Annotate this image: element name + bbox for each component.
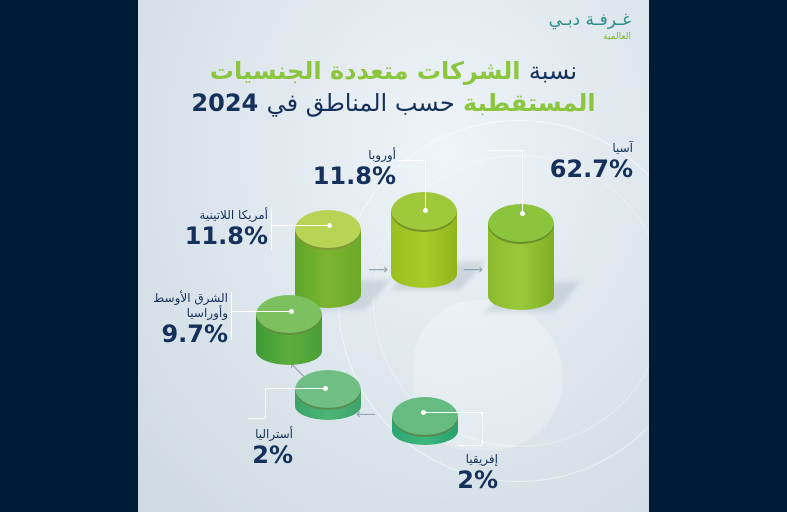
cylinder-africa [392, 397, 458, 445]
leader-dot [289, 309, 294, 314]
region-value: 9.7% [161, 320, 228, 348]
title-year: 2024 [191, 89, 259, 117]
leader-line [458, 445, 482, 446]
infographic-panel: غـرفـة دبـي العالمية نسبة الشركات متعددة… [138, 0, 649, 512]
leader-line [488, 150, 522, 151]
region-name: إفريقيا [465, 452, 498, 466]
leader-line [265, 388, 325, 389]
title-line1-green: الشركات متعددة الجنسيات [209, 57, 521, 85]
region-name: آسيا [612, 141, 633, 155]
region-name-line1: الشرق الأوسط [153, 291, 228, 305]
leader-line [265, 388, 266, 418]
label-europe: أوروبا 11.8% [298, 148, 396, 189]
cylinder-europe [391, 192, 457, 288]
leader-line [425, 160, 426, 210]
label-middle-east: الشرق الأوسط وأوراسيا 9.7% [143, 291, 228, 347]
globe-outline-inner [373, 155, 649, 447]
leader-line [271, 210, 272, 250]
leader-dot [327, 223, 332, 228]
region-value: 11.8% [312, 162, 396, 190]
arrow-icon: ⟶ [463, 262, 484, 278]
leader-line [271, 225, 329, 226]
leader-line [231, 292, 232, 340]
leader-dot [421, 410, 426, 415]
leader-line [248, 418, 265, 419]
arrow-icon: ⟶ [368, 262, 389, 278]
region-value: 62.7% [549, 155, 633, 183]
title-line2-normal: حسب المناطق في [266, 89, 455, 117]
region-value: 11.8% [184, 222, 268, 250]
leader-dot [323, 386, 328, 391]
label-australia: أستراليا 2% [208, 427, 293, 468]
page-title: نسبة الشركات متعددة الجنسيات المستقطبة ح… [168, 55, 619, 119]
logo-main-text: غـرفـة دبـي [548, 10, 631, 30]
logo-sub-text: العالمية [603, 32, 631, 42]
cylinder-australia [295, 370, 361, 420]
leader-line [398, 160, 425, 161]
label-africa: إفريقيا 2% [418, 452, 498, 493]
region-name: أمريكا اللاتينية [199, 208, 268, 222]
cylinder-latin-america [295, 210, 361, 308]
cylinder-asia [488, 204, 554, 310]
leader-line [231, 311, 291, 312]
title-line2-green: المستقطبة [463, 89, 596, 117]
leader-line [522, 150, 523, 213]
leader-dot [423, 208, 428, 213]
region-name: أوروبا [368, 148, 396, 162]
cylinder-middle-east [256, 295, 322, 365]
leader-line [423, 412, 483, 413]
leader-line [482, 412, 483, 445]
label-asia: آسيا 62.7% [533, 141, 633, 182]
label-latin-america: أمريكا اللاتينية 11.8% [158, 208, 268, 249]
region-value: 2% [457, 466, 498, 494]
logo: غـرفـة دبـي العالمية [549, 10, 631, 42]
region-name: أستراليا [255, 427, 293, 441]
region-name-line2: وأوراسيا [186, 306, 228, 320]
leader-dot [520, 211, 525, 216]
region-value: 2% [252, 441, 293, 469]
title-line1-normal: نسبة [528, 57, 578, 85]
